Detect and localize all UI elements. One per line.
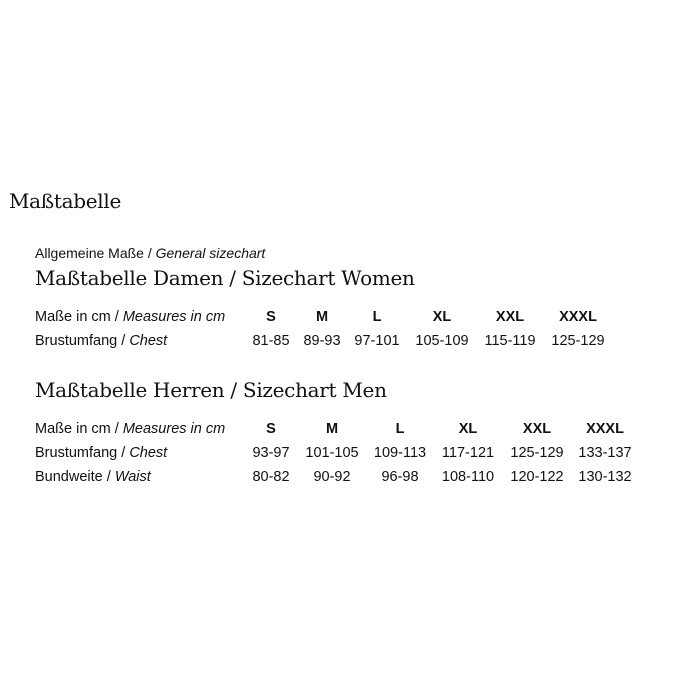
men-cell: 120-122 — [510, 469, 564, 485]
women-size-s: S — [266, 309, 276, 325]
men-row-label: Brustumfang / Chest — [35, 445, 168, 461]
women-size-m: M — [315, 309, 329, 325]
label-en: Measures in cm — [122, 421, 226, 437]
men-cell: 96-98 — [381, 469, 419, 485]
women-cell: 105-109 — [415, 333, 469, 349]
women-size-l: L — [372, 309, 382, 325]
label-en: Measures in cm — [122, 309, 226, 325]
women-header-label: Maße in cm / Measures in cm — [35, 309, 226, 325]
women-cell: 97-101 — [354, 333, 400, 349]
label-en: Chest — [129, 445, 168, 461]
page-title: Maßtabelle — [9, 189, 121, 213]
women-heading: Maßtabelle Damen / Sizechart Women — [35, 266, 415, 290]
men-cell: 109-113 — [373, 445, 427, 461]
label-en: Chest — [129, 333, 168, 349]
women-row-label: Brustumfang / Chest — [35, 333, 168, 349]
men-size-xxl: XXL — [522, 421, 552, 437]
women-cell: 125-129 — [551, 333, 605, 349]
men-size-l: L — [395, 421, 405, 437]
men-cell: 108-110 — [441, 469, 495, 485]
men-size-s: S — [266, 421, 276, 437]
subtitle-de: Allgemeine Maße — [35, 245, 144, 261]
women-cell: 89-93 — [303, 333, 341, 349]
label-de: Maße in cm — [35, 421, 111, 437]
subtitle-en: General sizechart — [155, 245, 266, 261]
men-cell: 90-92 — [313, 469, 351, 485]
men-cell: 101-105 — [305, 445, 359, 461]
men-cell: 125-129 — [510, 445, 564, 461]
men-cell: 133-137 — [578, 445, 632, 461]
label-de: Brustumfang — [35, 445, 118, 461]
men-size-xxxl: XXXL — [586, 421, 624, 437]
women-cell: 115-119 — [484, 333, 536, 349]
label-de: Bundweite — [35, 469, 103, 485]
label-de: Maße in cm — [35, 309, 111, 325]
women-size-xxl: XXL — [495, 309, 525, 325]
general-subtitle: Allgemeine Maße / General sizechart — [35, 245, 266, 261]
label-de: Brustumfang — [35, 333, 118, 349]
women-cell: 81-85 — [252, 333, 290, 349]
women-size-xxxl: XXXL — [559, 309, 597, 325]
men-size-xl: XL — [458, 421, 478, 437]
men-cell: 130-132 — [578, 469, 632, 485]
men-size-m: M — [325, 421, 339, 437]
men-cell: 117-121 — [441, 445, 495, 461]
men-cell: 80-82 — [252, 469, 290, 485]
men-cell: 93-97 — [252, 445, 290, 461]
men-header-label: Maße in cm / Measures in cm — [35, 421, 226, 437]
label-en: Waist — [114, 469, 151, 485]
men-row-label: Bundweite / Waist — [35, 469, 151, 485]
women-size-xl: XL — [432, 309, 452, 325]
men-heading: Maßtabelle Herren / Sizechart Men — [35, 378, 387, 402]
